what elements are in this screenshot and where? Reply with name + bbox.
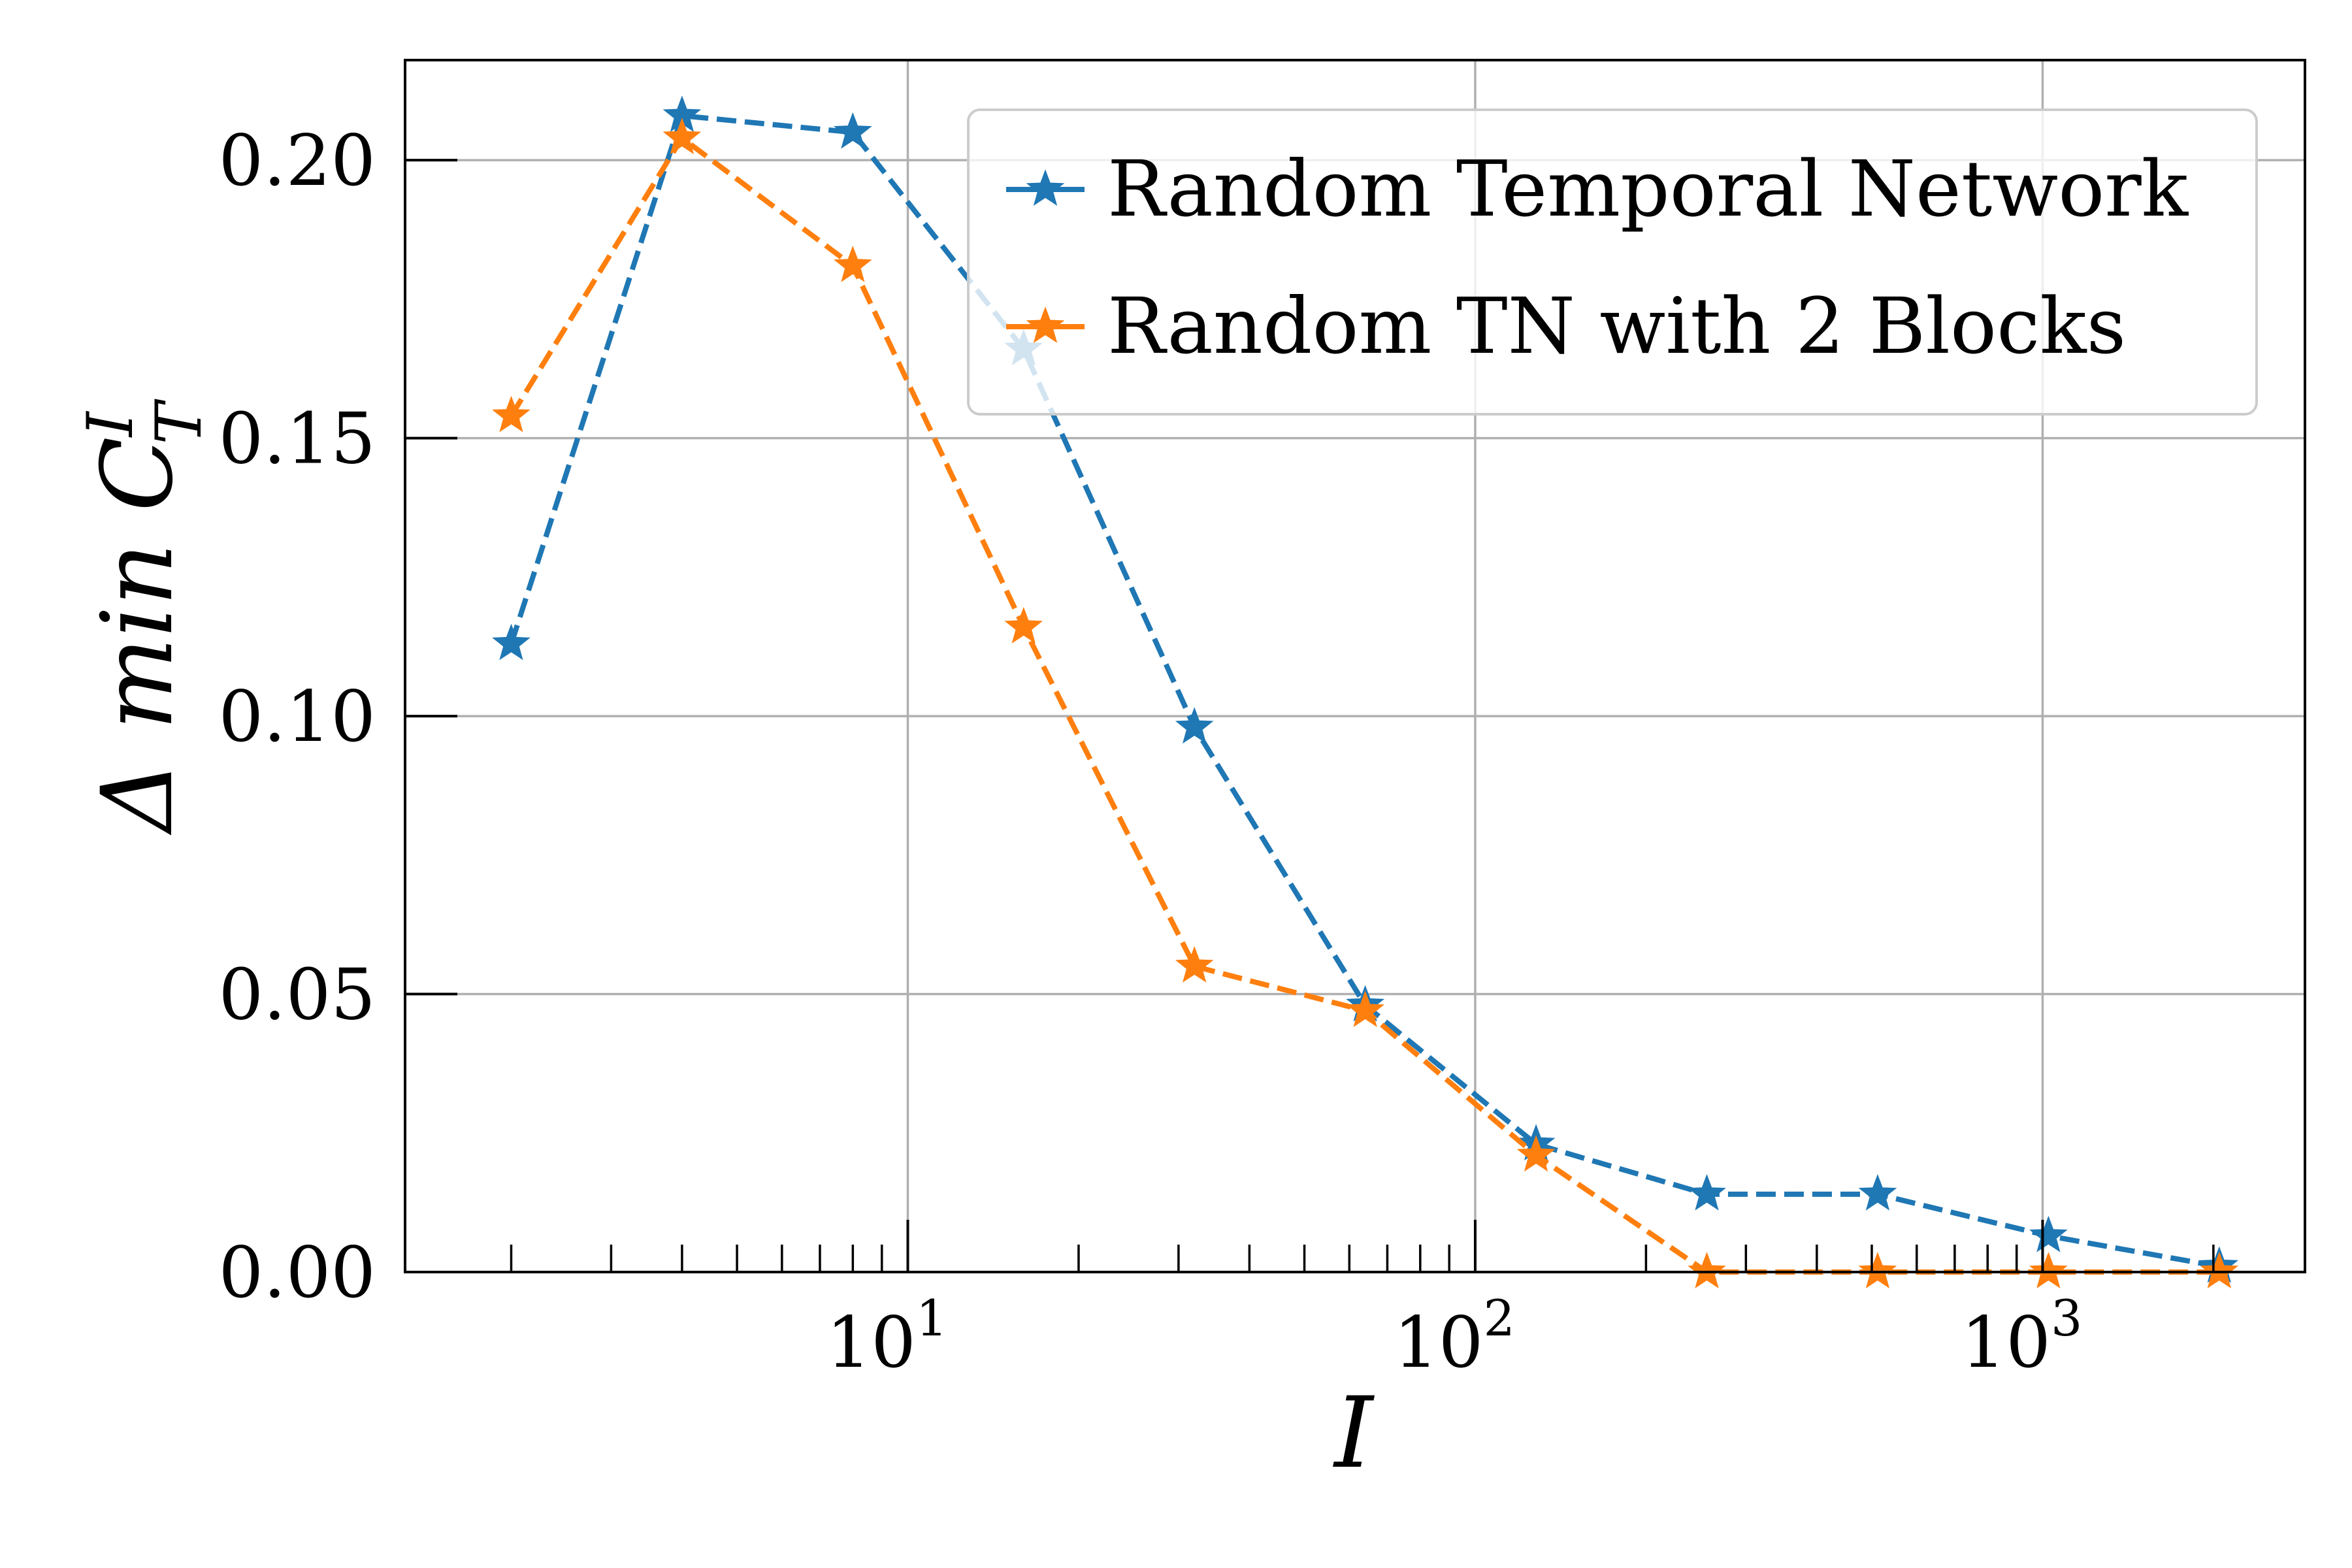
legend-swatch-marker — [1026, 169, 1065, 206]
x-axis-label: I — [1332, 1377, 1375, 1490]
data-point — [492, 395, 531, 433]
legend-box — [967, 108, 2258, 416]
x-tick-label-exponent: 1 — [916, 1289, 947, 1347]
legend-label: Random TN with 2 Blocks — [1107, 281, 2126, 371]
y-tick-label: 0.15 — [219, 399, 376, 480]
data-point — [1175, 946, 1214, 983]
data-point — [492, 623, 531, 661]
plot-frame — [404, 59, 2306, 1273]
x-tick-label-exponent: 3 — [2051, 1289, 2082, 1347]
y-tick-label: 0.10 — [219, 676, 376, 758]
data-point — [2029, 1215, 2068, 1252]
data-point — [1858, 1174, 1897, 1211]
data-point — [833, 245, 872, 282]
data-point — [1004, 607, 1043, 644]
y-axis-label-superscript: I — [74, 410, 147, 438]
data-point — [1346, 990, 1385, 1028]
data-point — [1688, 1252, 1726, 1289]
data-point — [833, 112, 872, 149]
data-point — [2200, 1252, 2239, 1289]
y-tick-label: 0.00 — [219, 1232, 376, 1314]
data-point — [1858, 1252, 1897, 1289]
legend: Random Temporal Network Random TN with 2 … — [967, 108, 2258, 416]
y-axis-label: Δ min CIT — [74, 399, 216, 835]
legend-swatch-marker — [1026, 306, 1065, 344]
data-point — [1175, 707, 1214, 744]
y-tick-label: 0.20 — [219, 120, 376, 202]
data-point — [2029, 1252, 2068, 1289]
data-point — [662, 118, 702, 155]
y-axis-label-subscript: T — [142, 399, 216, 444]
data-point — [1516, 1135, 1556, 1172]
legend-label: Random Temporal Network — [1107, 144, 2189, 234]
ticks — [405, 159, 2215, 1273]
x-tick-label-exponent: 2 — [1484, 1289, 1515, 1347]
data-point — [1688, 1174, 1726, 1211]
y-tick-label: 0.05 — [219, 955, 376, 1036]
